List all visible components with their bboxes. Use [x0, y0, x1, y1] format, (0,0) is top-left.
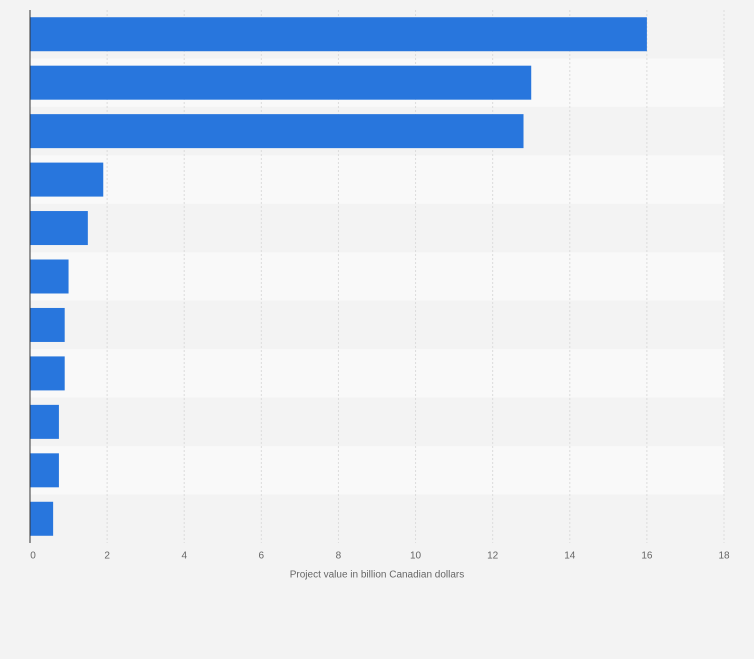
row-band: [30, 203, 724, 253]
row-band: [30, 349, 724, 398]
bar: [30, 501, 54, 536]
x-tick-label: 0: [30, 551, 36, 562]
x-tick-label: 18: [718, 551, 730, 562]
x-tick-label: 2: [104, 551, 110, 562]
row-band: [30, 155, 724, 204]
bar: [30, 114, 524, 149]
bar: [30, 17, 647, 52]
bar: [30, 453, 59, 488]
x-axis-label: Project value in billion Canadian dollar…: [290, 570, 465, 581]
bar: [30, 404, 59, 439]
row-band: [30, 446, 724, 495]
x-tick-label: 12: [487, 551, 499, 562]
x-tick-label: 10: [410, 551, 422, 562]
row-band: [30, 494, 724, 543]
bar: [30, 65, 532, 100]
bar: [30, 307, 65, 342]
x-tick-label: 14: [564, 551, 576, 562]
x-tick-label: 6: [259, 551, 265, 562]
bar: [30, 356, 65, 391]
x-tick-label: 4: [181, 551, 187, 562]
bar: [30, 211, 88, 246]
row-band: [30, 300, 724, 350]
row-band: [30, 397, 724, 447]
x-tick-label: 16: [641, 551, 653, 562]
row-band: [30, 252, 724, 301]
bar: [30, 162, 104, 197]
x-tick-label: 8: [336, 551, 342, 562]
bar: [30, 259, 69, 294]
